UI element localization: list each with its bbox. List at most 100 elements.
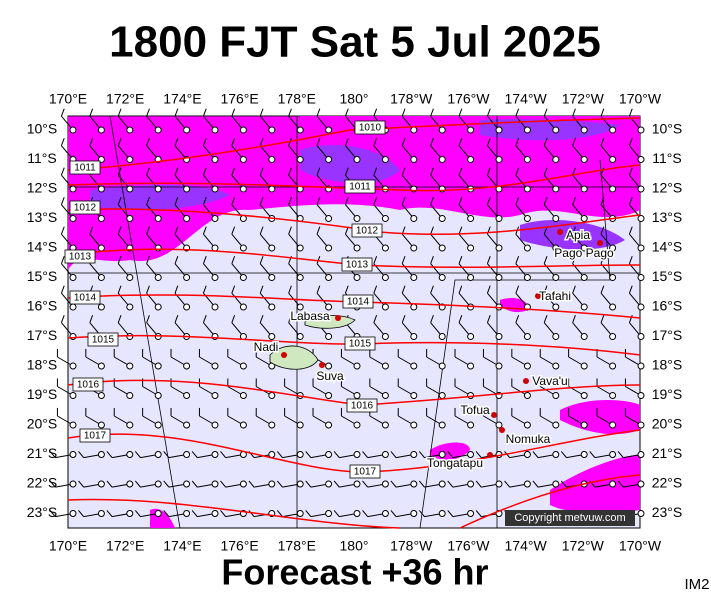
wind-barb: [572, 226, 588, 252]
barb-station: [381, 244, 389, 252]
barb-station: [268, 392, 276, 399]
barb-station: [438, 362, 446, 370]
barb-feather: [560, 480, 567, 488]
barb-station: [296, 480, 304, 488]
barb-station: [637, 451, 645, 458]
barb-station: [211, 421, 219, 429]
barb-station: [325, 333, 333, 340]
isobar-label-box: [354, 120, 386, 135]
barb-station: [637, 333, 645, 340]
wind-barb: [220, 451, 247, 459]
barb-station: [637, 510, 645, 517]
wind-barb: [174, 255, 191, 281]
wind-barb: [202, 137, 219, 163]
isobar-label-box: [69, 200, 101, 215]
wind-barb: [543, 226, 560, 252]
wind-barb: [401, 285, 418, 311]
lon-label-top: 178°E: [278, 91, 316, 107]
barb-feather: [146, 196, 150, 205]
barb-feather: [78, 480, 85, 488]
barb-station: [552, 156, 560, 163]
barb-station: [268, 185, 276, 193]
barb-feather: [202, 226, 207, 235]
isobar-label: 1014: [74, 293, 97, 304]
barb-feather: [89, 314, 94, 323]
barb-feather: [276, 510, 283, 517]
barb-station: [126, 451, 134, 458]
lat-label-left: 10°S: [27, 121, 58, 137]
lat-label-left: 21°S: [27, 445, 58, 461]
wind-barb: [163, 451, 191, 459]
wind-barb: [426, 407, 446, 429]
barb-station: [495, 215, 503, 222]
wind-barb: [624, 407, 645, 429]
barb-feather: [418, 451, 425, 458]
lat-label-left: 22°S: [27, 475, 58, 491]
wind-barb: [543, 137, 560, 163]
barb-feather: [458, 255, 463, 264]
barb-feather: [482, 407, 484, 417]
barb-feather: [316, 108, 321, 117]
barb-feather: [572, 226, 576, 235]
isobar-label: 1016: [351, 401, 374, 412]
place-dot: [557, 229, 563, 235]
barb-station: [552, 274, 560, 281]
wind-barb: [305, 480, 333, 488]
wind-barb: [198, 407, 219, 429]
barb-feather: [628, 196, 633, 205]
wind-barb: [397, 348, 418, 370]
barb-station: [296, 156, 304, 163]
wind-barb: [560, 451, 588, 459]
barb-feather: [117, 285, 122, 294]
isobar-label-box: [87, 332, 119, 347]
wind-barb: [202, 255, 219, 281]
wind-barb: [56, 407, 77, 429]
wind-barb: [174, 285, 191, 311]
barb-feather: [418, 510, 425, 517]
barb-station: [381, 392, 389, 399]
barb-feather: [430, 137, 434, 146]
barb-station: [495, 333, 503, 340]
barb-feather: [305, 510, 312, 517]
wind-barb: [60, 167, 77, 193]
wind-barb: [142, 407, 162, 429]
wind-barb: [85, 407, 105, 429]
barb-station: [552, 303, 560, 311]
wind-barb: [454, 407, 475, 429]
barb-station: [580, 244, 588, 252]
barb-feather: [397, 378, 399, 387]
place-dot: [535, 293, 541, 299]
barb-feather: [146, 137, 150, 146]
isobar-label-box: [64, 249, 96, 264]
barb-feather: [288, 226, 292, 235]
wind-barb: [344, 137, 361, 163]
wind-barb: [248, 480, 276, 488]
isobar: [67, 117, 641, 171]
barb-feather: [142, 348, 144, 358]
wind-barb: [458, 137, 475, 163]
wind-barb: [49, 480, 77, 488]
barb-feather: [56, 378, 58, 387]
barb-feather: [454, 348, 456, 358]
lon-label-top: 170°W: [619, 91, 662, 107]
barb-station: [154, 421, 162, 429]
barb-feather: [596, 407, 598, 417]
place-dot: [319, 362, 325, 368]
barb-feather: [78, 451, 85, 458]
barb-feather: [56, 348, 58, 358]
wind-barb: [117, 196, 134, 222]
wind-barb: [146, 108, 162, 134]
wind-barb: [231, 108, 247, 134]
wind-barb: [458, 255, 475, 281]
barb-feather: [543, 167, 548, 176]
wind-barb: [170, 378, 191, 399]
barb-feather: [174, 314, 179, 323]
barb-feather: [543, 108, 548, 117]
wind-barb: [142, 348, 162, 370]
barb-station: [325, 480, 333, 488]
barb-feather: [134, 451, 141, 458]
wind-barb: [617, 451, 645, 459]
barb-feather: [227, 407, 229, 417]
barb-station: [211, 303, 219, 311]
lon-label-top: 180°: [340, 91, 369, 107]
